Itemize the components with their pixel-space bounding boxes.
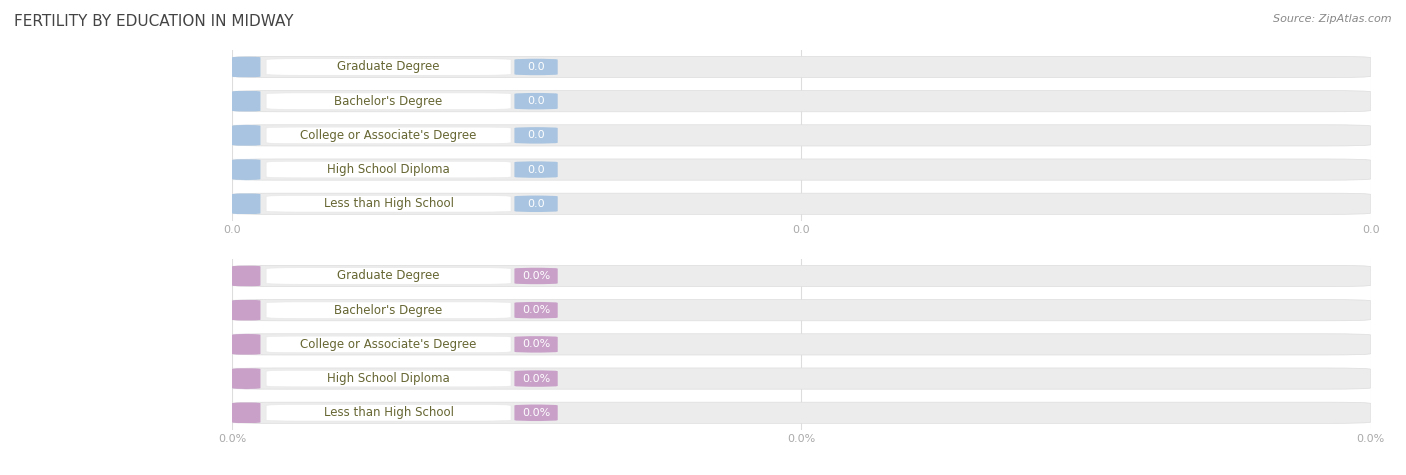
Text: Source: ZipAtlas.com: Source: ZipAtlas.com: [1274, 14, 1392, 24]
FancyBboxPatch shape: [515, 59, 558, 75]
FancyBboxPatch shape: [266, 93, 510, 109]
FancyBboxPatch shape: [232, 266, 1371, 286]
FancyBboxPatch shape: [226, 402, 266, 423]
FancyBboxPatch shape: [226, 266, 266, 286]
FancyBboxPatch shape: [232, 57, 1371, 77]
FancyBboxPatch shape: [515, 127, 558, 143]
Text: 0.0%: 0.0%: [522, 408, 550, 418]
Text: 0.0%: 0.0%: [522, 373, 550, 384]
Text: 0.0%: 0.0%: [522, 271, 550, 281]
FancyBboxPatch shape: [232, 91, 1371, 112]
FancyBboxPatch shape: [515, 302, 558, 318]
FancyBboxPatch shape: [266, 127, 510, 143]
FancyBboxPatch shape: [515, 336, 558, 352]
FancyBboxPatch shape: [226, 368, 266, 389]
FancyBboxPatch shape: [226, 125, 266, 146]
Text: FERTILITY BY EDUCATION IN MIDWAY: FERTILITY BY EDUCATION IN MIDWAY: [14, 14, 294, 29]
Text: 0.0%: 0.0%: [522, 339, 550, 350]
FancyBboxPatch shape: [515, 370, 558, 387]
Text: Less than High School: Less than High School: [323, 197, 454, 210]
Text: Graduate Degree: Graduate Degree: [337, 269, 440, 283]
FancyBboxPatch shape: [226, 91, 266, 112]
Text: 0.0: 0.0: [527, 96, 546, 106]
FancyBboxPatch shape: [232, 193, 1371, 214]
FancyBboxPatch shape: [266, 196, 510, 212]
FancyBboxPatch shape: [515, 196, 558, 212]
Text: 0.0%: 0.0%: [522, 305, 550, 315]
FancyBboxPatch shape: [266, 336, 510, 352]
FancyBboxPatch shape: [515, 268, 558, 284]
FancyBboxPatch shape: [232, 402, 1371, 423]
Text: Bachelor's Degree: Bachelor's Degree: [335, 304, 443, 317]
Text: Bachelor's Degree: Bachelor's Degree: [335, 95, 443, 108]
FancyBboxPatch shape: [232, 159, 1371, 180]
FancyBboxPatch shape: [232, 300, 1371, 321]
FancyBboxPatch shape: [226, 159, 266, 180]
FancyBboxPatch shape: [226, 334, 266, 355]
FancyBboxPatch shape: [515, 162, 558, 178]
Text: 0.0: 0.0: [527, 199, 546, 209]
FancyBboxPatch shape: [232, 334, 1371, 355]
FancyBboxPatch shape: [515, 93, 558, 109]
Text: 0.0: 0.0: [527, 130, 546, 141]
Text: College or Associate's Degree: College or Associate's Degree: [301, 338, 477, 351]
FancyBboxPatch shape: [266, 162, 510, 178]
FancyBboxPatch shape: [515, 405, 558, 421]
Text: College or Associate's Degree: College or Associate's Degree: [301, 129, 477, 142]
FancyBboxPatch shape: [226, 57, 266, 77]
Text: High School Diploma: High School Diploma: [328, 372, 450, 385]
FancyBboxPatch shape: [266, 302, 510, 318]
Text: High School Diploma: High School Diploma: [328, 163, 450, 176]
FancyBboxPatch shape: [266, 370, 510, 387]
FancyBboxPatch shape: [266, 405, 510, 421]
FancyBboxPatch shape: [232, 125, 1371, 146]
FancyBboxPatch shape: [266, 59, 510, 75]
FancyBboxPatch shape: [266, 268, 510, 284]
FancyBboxPatch shape: [226, 193, 266, 214]
Text: 0.0: 0.0: [527, 164, 546, 175]
FancyBboxPatch shape: [226, 300, 266, 321]
Text: 0.0: 0.0: [527, 62, 546, 72]
FancyBboxPatch shape: [232, 368, 1371, 389]
Text: Graduate Degree: Graduate Degree: [337, 60, 440, 74]
Text: Less than High School: Less than High School: [323, 406, 454, 419]
